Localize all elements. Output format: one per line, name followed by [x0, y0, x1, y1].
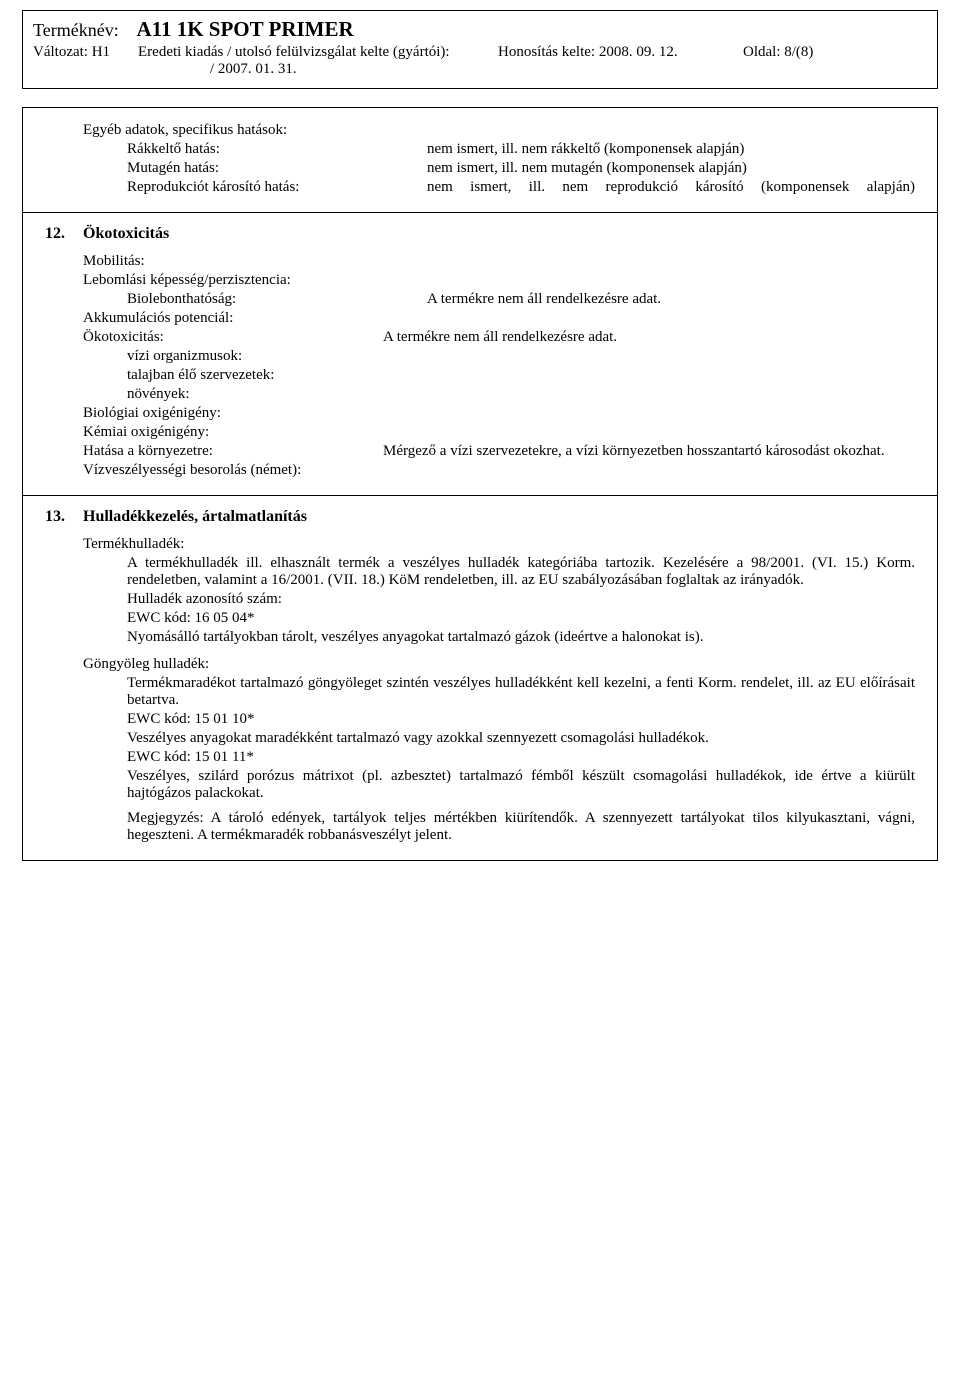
row-biodegradability: Biolebonthatóság: A termékre nem áll ren…: [83, 291, 915, 308]
localization-label: Honosítás kelte: 2008. 09. 12.: [498, 44, 743, 78]
section-12: 12. Ökotoxicitás Mobilitás: Lebomlási ké…: [23, 212, 937, 495]
product-waste-label: Termékhulladék:: [83, 536, 915, 553]
section-12-title: Ökotoxicitás: [83, 225, 915, 243]
header-title-row: Terméknév: A11 1K SPOT PRIMER: [33, 17, 927, 42]
mutagenic-val: nem ismert, ill. nem mutagén (komponense…: [427, 160, 915, 177]
bio-demand-label: Biológiai oxigénigény:: [83, 405, 915, 422]
packaging-waste-body: Termékmaradékot tartalmazó göngyöleget s…: [83, 675, 915, 844]
page-label: Oldal: 8/(8): [743, 44, 927, 78]
reproduction-key: Reprodukciót károsító hatás:: [83, 179, 427, 196]
orig-col: Eredeti kiadás / utolsó felülvizsgálat k…: [138, 44, 498, 78]
ecotox-key: Ökotoxicitás:: [83, 329, 383, 346]
packaging-waste-p4: Veszélyes, szilárd porózus mátrixot (pl.…: [127, 768, 915, 802]
product-name: A11 1K SPOT PRIMER: [136, 17, 353, 41]
header-meta-row: Változat: H1 Eredeti kiadás / utolsó fel…: [33, 44, 927, 78]
row-env-effect: Hatása a környezetre: Mérgező a vízi sze…: [83, 443, 915, 460]
reproduction-val: nem ismert, ill. nem reprodukció károsít…: [427, 179, 915, 196]
product-label: Terméknév:: [33, 20, 119, 40]
env-effect-val: Mérgező a vízi szervezetekre, a vízi kör…: [383, 443, 915, 460]
version-label: Változat: H1: [33, 44, 138, 78]
mobility-label: Mobilitás:: [83, 253, 915, 270]
biodeg-key: Biolebonthatóság:: [83, 291, 427, 308]
water-class-label: Vízveszélyességi besorolás (német):: [83, 462, 915, 479]
mutagenic-key: Mutagén hatás:: [83, 160, 427, 177]
packaging-waste-block: Göngyöleg hulladék: Termékmaradékot tart…: [83, 656, 915, 844]
row-carcinogenic: Rákkeltő hatás: nem ismert, ill. nem rák…: [83, 141, 915, 158]
env-effect-key: Hatása a környezetre:: [83, 443, 383, 460]
reproduction-val-text: nem ismert, ill. nem reprodukció károsít…: [427, 179, 915, 195]
ecotox-sublist: vízi organizmusok: talajban élő szerveze…: [83, 348, 915, 403]
packaging-waste-p2: Veszélyes anyagokat maradékként tartalma…: [127, 730, 915, 747]
orig-date: / 2007. 01. 31.: [138, 61, 498, 78]
body-box: Egyéb adatok, specifikus hatások: Rákkel…: [22, 107, 938, 861]
row-mutagenic: Mutagén hatás: nem ismert, ill. nem muta…: [83, 160, 915, 177]
degradation-label: Lebomlási képesség/perzisztencia:: [83, 272, 915, 289]
sub-vizi: vízi organizmusok:: [83, 348, 915, 365]
other-data-title: Egyéb adatok, specifikus hatások:: [83, 122, 915, 139]
section-13-num: 13.: [45, 508, 75, 526]
packaging-waste-p0: Termékmaradékot tartalmazó göngyöleget s…: [127, 675, 915, 709]
packaging-waste-note: Megjegyzés: A tároló edények, tartályok …: [127, 810, 915, 844]
row-ecotox: Ökotoxicitás: A termékre nem áll rendelk…: [83, 329, 915, 346]
sub-talajban: talajban élő szervezetek:: [83, 367, 915, 384]
section-13: 13. Hulladékkezelés, ártalmatlanítás Ter…: [23, 495, 937, 860]
product-waste-block: Termékhulladék: A termékhulladék ill. el…: [83, 536, 915, 646]
product-waste-p1: Hulladék azonosító szám:: [127, 591, 915, 608]
biodeg-val: A termékre nem áll rendelkezésre adat.: [427, 291, 915, 308]
header-box: Terméknév: A11 1K SPOT PRIMER Változat: …: [22, 10, 938, 89]
section-other-data: Egyéb adatok, specifikus hatások: Rákkel…: [23, 108, 937, 212]
orig-label: Eredeti kiadás / utolsó felülvizsgálat k…: [138, 44, 498, 61]
packaging-waste-p3: EWC kód: 15 01 11*: [127, 749, 915, 766]
packaging-waste-p1: EWC kód: 15 01 10*: [127, 711, 915, 728]
accumulation-label: Akkumulációs potenciál:: [83, 310, 915, 327]
section-12-num: 12.: [45, 225, 75, 243]
sub-novenyek: növények:: [83, 386, 915, 403]
carcinogenic-key: Rákkeltő hatás:: [83, 141, 427, 158]
packaging-waste-label: Göngyöleg hulladék:: [83, 656, 915, 673]
carcinogenic-val: nem ismert, ill. nem rákkeltő (komponens…: [427, 141, 915, 158]
section-13-title: Hulladékkezelés, ártalmatlanítás: [83, 508, 915, 526]
product-waste-p0: A termékhulladék ill. elhasznált termék …: [127, 555, 915, 589]
product-waste-p3: Nyomásálló tartályokban tárolt, veszélye…: [127, 629, 915, 646]
chem-demand-label: Kémiai oxigénigény:: [83, 424, 915, 441]
ecotox-val: A termékre nem áll rendelkezésre adat.: [383, 329, 915, 346]
product-waste-body: A termékhulladék ill. elhasznált termék …: [83, 555, 915, 646]
row-reproduction: Reprodukciót károsító hatás: nem ismert,…: [83, 179, 915, 196]
product-waste-p2: EWC kód: 16 05 04*: [127, 610, 915, 627]
